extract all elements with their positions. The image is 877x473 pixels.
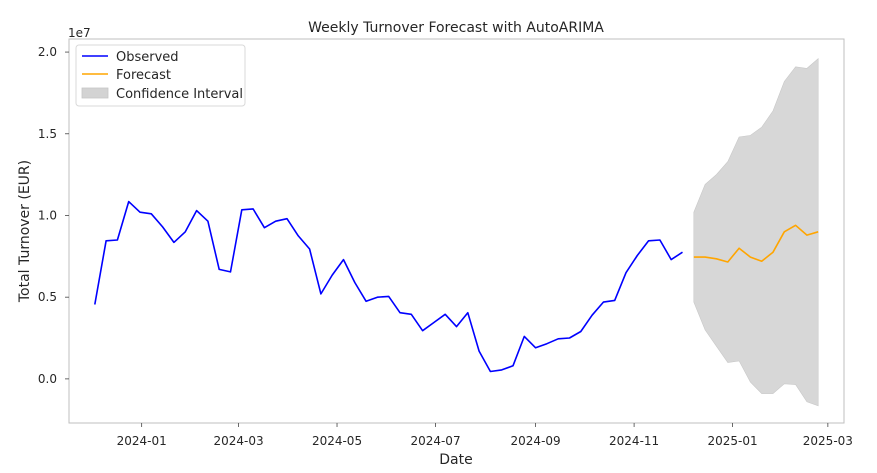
series-layer	[94, 200, 819, 373]
legend: Observed Forecast Confidence Interval	[75, 44, 246, 107]
y-tick-label: 1.5	[38, 127, 57, 141]
y-axis-offset-label: 1e7	[68, 26, 91, 40]
x-axis-ticks: 2024-01 2024-03 2024-05 2024-07 2024-09 2024-…	[117, 423, 853, 448]
chart-title: Weekly Turnover Forecast with AutoARIMA	[308, 20, 604, 36]
y-tick-label: 0.5	[38, 290, 57, 304]
legend-confidence-interval-label: Confidence Interval	[116, 87, 243, 102]
y-tick-label: 0.0	[38, 372, 57, 386]
y-axis-ticks: 0.0 0.5 1.0 1.5 2.0	[38, 45, 69, 386]
x-tick-label: 2025-01	[708, 434, 758, 448]
y-axis-title: Total Turnover (EUR)	[17, 160, 33, 303]
legend-box	[75, 44, 246, 107]
x-tick-label: 2024-03	[213, 434, 263, 448]
confidence-interval-layer	[693, 57, 819, 407]
y-tick-label: 2.0	[38, 45, 57, 59]
forecast-series-line	[693, 224, 819, 263]
x-tick-label: 2024-01	[117, 434, 167, 448]
observed-series-line	[94, 200, 683, 373]
confidence-interval-band	[693, 57, 819, 407]
x-axis-title: Date	[439, 452, 472, 468]
x-tick-label: 2024-09	[511, 434, 561, 448]
legend-observed-label: Observed	[116, 50, 179, 65]
legend-forecast-label: Forecast	[116, 68, 171, 83]
x-tick-label: 2024-05	[312, 434, 362, 448]
x-tick-label: 2024-07	[410, 434, 460, 448]
legend-confidence-interval-swatch	[81, 87, 109, 99]
x-tick-label: 2025-03	[803, 434, 853, 448]
y-tick-label: 1.0	[38, 208, 57, 222]
x-tick-label: 2024-11	[609, 434, 659, 448]
